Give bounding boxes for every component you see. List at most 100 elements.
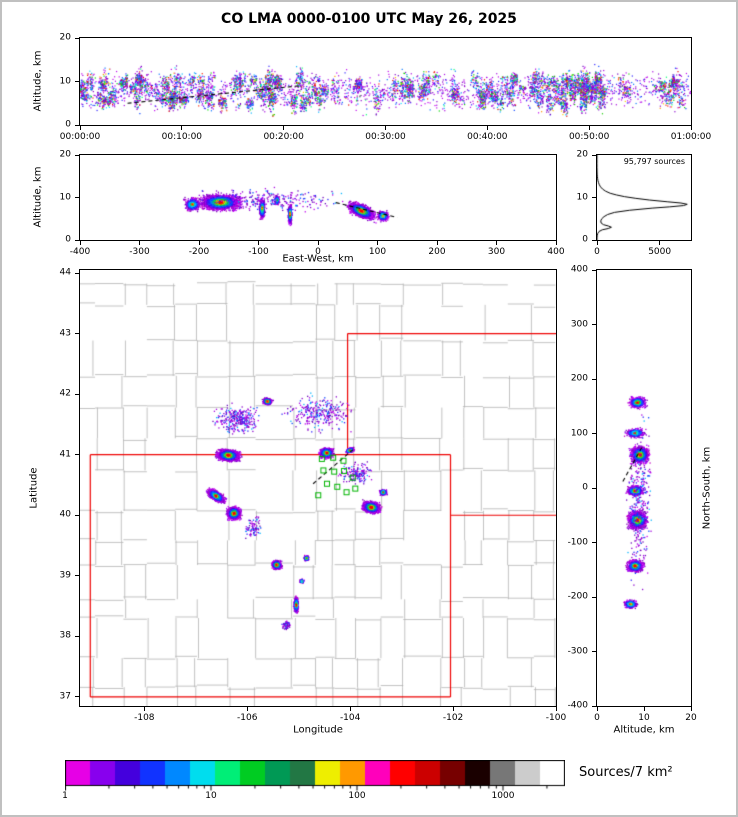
plan-view-map-canvas xyxy=(80,270,556,706)
panel-east-west xyxy=(79,154,557,241)
tick-mark xyxy=(436,241,438,245)
tick-label: 0 xyxy=(582,482,588,493)
tick-mark xyxy=(75,696,79,698)
tick-mark xyxy=(75,272,79,274)
tick-mark xyxy=(75,197,79,198)
tick-mark xyxy=(258,241,259,245)
tick-label: -200 xyxy=(567,591,588,602)
tick-label: 43 xyxy=(59,328,71,339)
tick-label: 200 xyxy=(428,247,446,257)
tick-mark xyxy=(592,651,596,652)
tick-mark xyxy=(496,241,497,245)
tick-mark xyxy=(555,241,557,245)
tick-mark xyxy=(592,705,596,707)
tick-label: 00:20:00 xyxy=(263,132,304,142)
tick-mark xyxy=(592,324,596,325)
tick-mark xyxy=(555,707,557,711)
tick-mark xyxy=(592,154,596,156)
tick-mark xyxy=(75,393,79,395)
tick-mark xyxy=(385,126,386,130)
tick-mark xyxy=(592,197,596,198)
tick-mark xyxy=(592,378,596,380)
tick-label: 20 xyxy=(59,32,71,43)
map-ylabel: Latitude xyxy=(28,467,40,509)
tick-label: -100 xyxy=(567,537,588,547)
tick-label: 100 xyxy=(570,428,588,438)
tick-mark xyxy=(592,487,596,489)
tick-label: -102 xyxy=(442,713,464,723)
tick-mark xyxy=(75,124,79,126)
colorbar-canvas xyxy=(65,760,565,794)
tick-label: -100 xyxy=(545,713,567,723)
tick-label: 40 xyxy=(59,509,71,520)
tick-label: 0 xyxy=(594,247,600,257)
tick-label: 400 xyxy=(570,264,588,275)
tick-label: 300 xyxy=(487,247,506,257)
tick-mark xyxy=(349,707,351,711)
tick-mark xyxy=(75,635,79,637)
tick-label: 42 xyxy=(59,388,71,399)
tick-mark xyxy=(377,241,378,245)
tick-label: 39 xyxy=(59,570,71,581)
tick-mark xyxy=(452,707,454,711)
north-south-xlabel: Altitude, km xyxy=(613,724,675,736)
tick-label: 00:40:00 xyxy=(467,132,508,142)
east-west-xlabel: East-West, km xyxy=(282,253,354,265)
tick-mark xyxy=(75,81,79,82)
tick-label: 1000 xyxy=(491,791,515,801)
tick-label: 00:10:00 xyxy=(161,132,203,142)
tick-label: 00:00:00 xyxy=(59,132,101,142)
tick-label: -400 xyxy=(567,700,588,711)
tick-mark xyxy=(690,707,692,711)
tick-label: 38 xyxy=(59,630,71,641)
tick-mark xyxy=(246,707,248,711)
source-count-annotation: 95,797 sources xyxy=(623,157,685,166)
tick-mark xyxy=(75,154,79,156)
tick-label: 41 xyxy=(59,449,71,460)
tick-label: -300 xyxy=(567,646,588,656)
tick-label: 37 xyxy=(59,691,71,702)
tick-mark xyxy=(588,126,590,130)
tick-label: 200 xyxy=(570,373,588,384)
tick-mark xyxy=(75,514,79,516)
tick-label: 10 xyxy=(205,791,217,801)
map-xlabel: Longitude xyxy=(293,724,343,736)
tick-label: 10 xyxy=(59,76,71,86)
east-west-canvas xyxy=(80,155,556,240)
tick-mark xyxy=(283,126,285,130)
tick-mark xyxy=(139,241,140,245)
tick-label: -100 xyxy=(248,247,269,257)
time-height-canvas xyxy=(80,38,691,125)
tick-label: 20 xyxy=(59,149,71,160)
tick-label: -108 xyxy=(134,713,155,723)
tick-mark xyxy=(75,239,79,241)
tick-label: 400 xyxy=(547,247,565,257)
altitude-histogram-canvas xyxy=(597,155,691,240)
panel-north-south xyxy=(596,269,692,707)
tick-mark xyxy=(143,707,145,711)
tick-label: 5000 xyxy=(648,247,672,257)
tick-mark xyxy=(659,241,661,245)
tick-label: 100 xyxy=(348,791,366,801)
panel-altitude-histogram: 95,797 sources xyxy=(596,154,692,241)
tick-label: 10 xyxy=(638,713,650,723)
tick-label: 01:00:00 xyxy=(670,132,712,142)
tick-mark xyxy=(75,333,79,335)
tick-label: 00:50:00 xyxy=(568,132,610,142)
tick-mark xyxy=(592,433,596,434)
tick-mark xyxy=(596,241,598,245)
colorbar-label: Sources/7 km² xyxy=(579,765,673,780)
tick-label: 1 xyxy=(62,791,68,801)
tick-label: 100 xyxy=(368,247,387,257)
tick-label: 00:30:00 xyxy=(365,132,406,142)
tick-label: -200 xyxy=(188,247,210,257)
tick-mark xyxy=(592,542,596,543)
tick-label: 0 xyxy=(65,234,71,245)
tick-label: -104 xyxy=(339,713,361,723)
tick-mark xyxy=(198,241,200,245)
tick-label: -300 xyxy=(129,247,150,257)
tick-label: -106 xyxy=(237,713,258,723)
north-south-ylabel: North-South, km xyxy=(701,446,713,530)
tick-mark xyxy=(643,707,645,711)
tick-label: 0 xyxy=(594,713,600,723)
